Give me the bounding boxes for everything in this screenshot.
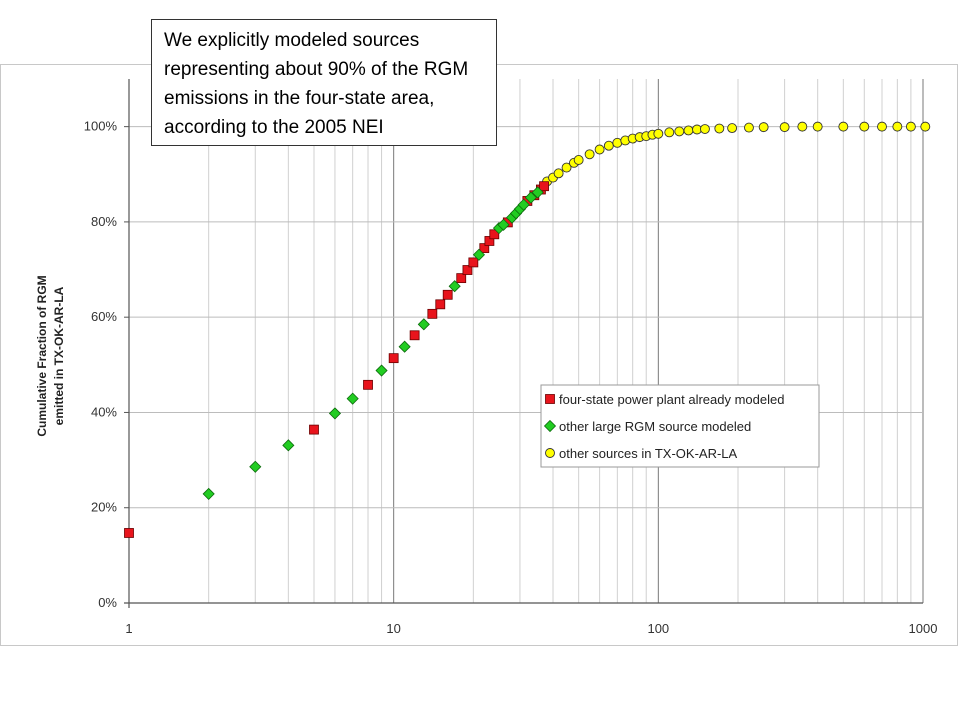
- x-tick-label: 1000: [909, 621, 938, 636]
- large-source-point: [328, 407, 342, 420]
- power-plant-point: [442, 289, 453, 300]
- other-source-point: [744, 122, 754, 133]
- power-plant-point: [489, 229, 500, 240]
- y-tick-label: 60%: [91, 309, 117, 324]
- other-source-point: [683, 125, 694, 136]
- other-source-point: [561, 162, 572, 173]
- legend-label: other large RGM source modeled: [559, 419, 751, 434]
- other-source-point: [573, 155, 584, 165]
- other-source-point: [653, 128, 664, 139]
- large-source-point: [375, 364, 388, 377]
- power-plant-point: [363, 379, 373, 390]
- power-plant-point: [409, 330, 420, 341]
- large-source-point: [531, 186, 544, 199]
- large-source-point: [417, 318, 430, 331]
- other-source-point: [714, 123, 725, 134]
- tick-labels: 0% 20% 40% 60% 80% 100% 1 10 100 1000: [84, 119, 938, 636]
- other-source-point: [838, 121, 849, 132]
- y-tick-label: 100%: [84, 119, 118, 134]
- large-source-point: [202, 487, 215, 500]
- axes: [124, 79, 923, 608]
- large-source-point: [282, 439, 295, 452]
- legend-marker: [543, 419, 557, 433]
- power-plant-point: [388, 353, 399, 364]
- other-source-point: [553, 168, 564, 179]
- data-points: [124, 121, 931, 538]
- other-source-point: [797, 121, 808, 132]
- other-source-point: [920, 121, 931, 132]
- legend-marker: [545, 394, 555, 404]
- other-source-point: [584, 149, 595, 160]
- large-source-point: [524, 191, 537, 204]
- y-tick-label: 20%: [91, 500, 117, 515]
- other-source-point: [594, 144, 605, 155]
- y-tick-label: 0%: [98, 595, 117, 610]
- other-source-point: [758, 122, 769, 133]
- large-source-point: [346, 392, 359, 405]
- legend-box: [540, 384, 820, 468]
- power-plant-point: [468, 257, 479, 268]
- grid-lines: [129, 79, 924, 603]
- other-source-point: [727, 123, 738, 134]
- chart-frame: 0% 20% 40% 60% 80% 100% 1 10 100 1000 Cumulative …: [0, 64, 958, 646]
- power-plant-point: [124, 528, 134, 538]
- x-tick-label: 10: [386, 621, 400, 636]
- x-tick-label: 1: [125, 621, 132, 636]
- legend-label: other sources in TX-OK-AR-LA: [559, 446, 738, 461]
- other-source-point: [905, 121, 916, 132]
- power-plant-point: [456, 273, 467, 284]
- power-plant-point: [427, 308, 438, 319]
- other-source-point: [859, 121, 870, 132]
- y-axis-label-line-1: Cumulative Fraction of RGM: [35, 275, 49, 436]
- large-source-point: [448, 280, 461, 293]
- other-source-point: [603, 140, 614, 151]
- power-plant-point: [309, 424, 319, 435]
- y-axis-label-line-2: emitted in TX-OK-AR-LA: [52, 286, 66, 425]
- cumulative-rgm-chart: 0% 20% 40% 60% 80% 100% 1 10 100 1000 Cumulative …: [35, 79, 938, 636]
- other-source-point: [812, 121, 823, 132]
- other-source-point: [664, 127, 675, 138]
- other-source-point: [674, 126, 685, 137]
- y-tick-label: 80%: [91, 214, 117, 229]
- large-source-point: [472, 248, 486, 261]
- large-source-point: [497, 218, 510, 231]
- legend-label: four-state power plant already modeled: [559, 392, 784, 407]
- power-plant-point: [462, 265, 473, 275]
- other-source-point: [699, 124, 710, 134]
- power-plant-point: [435, 299, 446, 310]
- annotation-callout: We explicitly modeled sources representi…: [151, 19, 497, 146]
- power-plant-point: [539, 181, 549, 192]
- other-source-point: [877, 121, 887, 132]
- other-source-point: [779, 122, 790, 133]
- other-source-point: [892, 121, 903, 132]
- large-source-point: [249, 460, 262, 473]
- legend-marker: [545, 448, 555, 458]
- power-plant-point: [479, 243, 490, 254]
- x-tick-label: 100: [647, 621, 669, 636]
- y-tick-label: 40%: [91, 404, 117, 419]
- callout-text: We explicitly modeled sources representi…: [164, 30, 469, 138]
- large-source-point: [398, 340, 411, 353]
- y-axis-label: Cumulative Fraction of RGM emitted in TX…: [35, 275, 66, 436]
- legend: four-state power plant already modeled ot…: [540, 384, 820, 468]
- large-source-point: [517, 198, 530, 211]
